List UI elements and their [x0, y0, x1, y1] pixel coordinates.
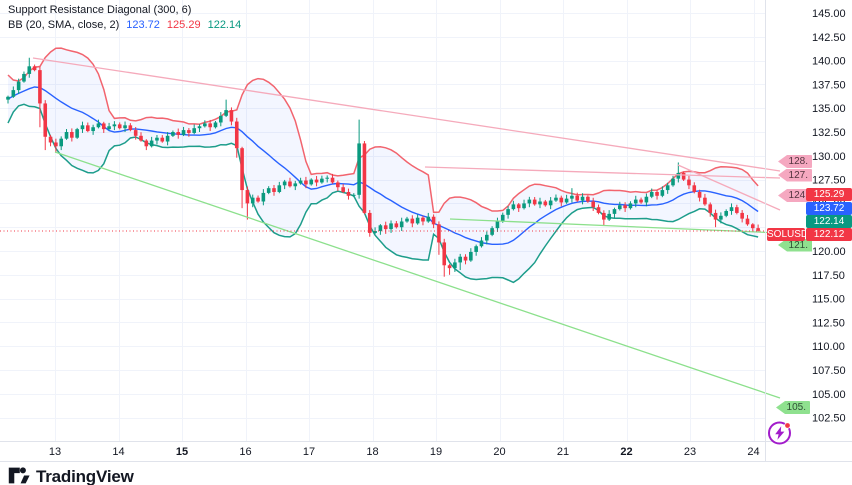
svg-text:107.50: 107.50	[812, 365, 846, 377]
support-level-label-121: 121.	[778, 238, 812, 252]
svg-text:19: 19	[430, 446, 442, 458]
svg-text:145.00: 145.00	[812, 8, 846, 20]
tradingview-logo-mark	[8, 467, 30, 484]
svg-text:15: 15	[176, 446, 188, 458]
resistance-level-label-124: 124.	[778, 189, 812, 202]
trendline-resistance-minor[interactable]	[424, 166, 781, 179]
svg-text:135.00: 135.00	[812, 103, 846, 115]
svg-text:22: 22	[620, 446, 632, 458]
axis-borders	[0, 0, 852, 462]
svg-text:130.00: 130.00	[812, 151, 846, 163]
trendline-resistance-short[interactable]	[677, 164, 781, 211]
legend-bollinger[interactable]: BB (20, SMA, close, 2) 123.72 125.29 122.14	[8, 18, 241, 33]
bb-upper-price-label: 125.29	[806, 188, 852, 201]
lightning-icon	[768, 421, 791, 445]
chart-canvas[interactable]: 145.00 142.50 140.00 137.50 135.00 132.50 130.…	[0, 0, 852, 462]
support-level-label-105: 105.	[776, 401, 810, 414]
symbol-tag: SOLUSD	[767, 227, 809, 241]
svg-text:112.50: 112.50	[812, 317, 845, 329]
legend-support-resistance[interactable]: Support Resistance Diagonal (300, 6)	[8, 3, 241, 18]
svg-text:140.00: 140.00	[812, 56, 846, 68]
svg-text:105.00: 105.00	[812, 389, 846, 401]
svg-text:16: 16	[239, 446, 251, 458]
grid	[0, 0, 765, 441]
bb-upper-value: 125.29	[166, 19, 201, 31]
time-axis[interactable]	[0, 441, 765, 462]
svg-text:23: 23	[684, 446, 696, 458]
resistance-level-label-128: 128.	[778, 155, 812, 168]
svg-text:142.50: 142.50	[812, 32, 846, 44]
svg-text:24: 24	[747, 446, 759, 458]
svg-text:13: 13	[49, 446, 61, 458]
svg-text:17: 17	[303, 446, 315, 458]
bollinger-basis-line	[7, 86, 759, 246]
resistance-level-label-127: 127.	[778, 168, 812, 182]
svg-text:132.50: 132.50	[812, 127, 846, 139]
svg-text:102.50: 102.50	[812, 413, 846, 425]
bollinger-lower-line	[7, 103, 759, 284]
bb-lower-value: 122.14	[207, 19, 242, 31]
svg-text:127.50: 127.50	[812, 175, 846, 187]
legend-srd-title: Support Resistance Diagonal (300, 6)	[8, 4, 192, 16]
candles	[6, 57, 760, 277]
tradingview-logo-text: TradingView	[36, 467, 134, 485]
quick-trade-button[interactable]	[766, 419, 794, 447]
svg-text:137.50: 137.50	[812, 79, 846, 91]
svg-text:120.00: 120.00	[812, 246, 846, 258]
svg-text:117.50: 117.50	[812, 270, 845, 282]
tradingview-logo[interactable]: TradingView	[8, 466, 134, 485]
last-price-label: 122.12	[806, 227, 852, 241]
trendline-resistance-major[interactable]	[32, 57, 781, 172]
bollinger-fill	[8, 48, 759, 283]
svg-text:21: 21	[557, 446, 569, 458]
bollinger-upper-line	[7, 47, 759, 214]
svg-text:18: 18	[366, 446, 378, 458]
legend-bb-title: BB (20, SMA, close, 2)	[8, 19, 120, 31]
bb-basis-value: 123.72	[126, 19, 160, 31]
svg-text:110.00: 110.00	[812, 341, 845, 353]
svg-text:115.00: 115.00	[812, 294, 845, 306]
indicator-legend: Support Resistance Diagonal (300, 6) BB …	[8, 3, 241, 33]
bb-basis-price-label: 123.72	[806, 201, 852, 215]
svg-text:20: 20	[493, 446, 505, 458]
svg-text:14: 14	[112, 446, 124, 458]
bb-lower-price-label: 122.14	[806, 214, 852, 228]
trendline-support-major[interactable]	[54, 151, 781, 399]
